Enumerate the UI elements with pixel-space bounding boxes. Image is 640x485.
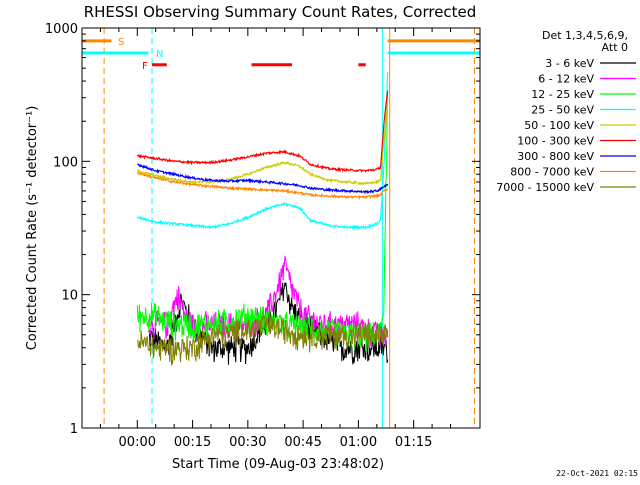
chart-title: RHESSI Observing Summary Count Rates, Co… xyxy=(84,3,477,21)
y-tick-label-0: 1 xyxy=(70,422,78,437)
x-tick-label-0: 00:00 xyxy=(119,435,156,450)
legend-label-3: 25 - 50 keV xyxy=(531,104,594,117)
vertical-lines-layer xyxy=(103,28,475,428)
legend-label-5: 100 - 300 keV xyxy=(517,135,594,148)
flag-label-2: F xyxy=(142,61,148,72)
series-layer xyxy=(136,71,389,366)
legend-label-2: 12 - 25 keV xyxy=(531,88,594,101)
series-line-7 xyxy=(136,171,389,200)
series-line-3 xyxy=(136,71,389,231)
y-tick-label-2: 100 xyxy=(53,155,78,170)
legend-label-4: 50 - 100 keV xyxy=(524,119,594,132)
legend-label-8: 7000 - 15000 keV xyxy=(496,181,594,194)
series-line-6 xyxy=(137,163,389,195)
legend-label-1: 6 - 12 keV xyxy=(538,73,594,86)
legend-label-7: 800 - 7000 keV xyxy=(510,166,594,179)
flag-label-1: N xyxy=(156,49,163,60)
y-tick-label-3: 1000 xyxy=(45,22,78,37)
axes-layer: 00:00 00:15 00:30 00:45 01:00 01:15 1 10 100 1000 xyxy=(45,22,480,450)
legend: Det 1,3,4,5,6,9,Att 0 3 - 6 keV 6 - 12 keV… xyxy=(496,29,636,194)
series-line-4 xyxy=(137,99,389,186)
series-line-8 xyxy=(137,312,389,366)
legend-label-0: 3 - 6 keV xyxy=(545,57,594,70)
x-tick-label-5: 01:15 xyxy=(395,435,432,450)
x-tick-label-3: 00:45 xyxy=(284,435,321,450)
series-line-2 xyxy=(136,92,389,352)
timestamp: 22-Oct-2021 02:15 xyxy=(556,469,638,478)
legend-header-1: Att 0 xyxy=(602,41,628,54)
y-axis-label: Corrected Count Rate (s⁻¹ detector⁻¹) xyxy=(25,106,40,351)
legend-label-6: 300 - 800 keV xyxy=(517,150,594,163)
flag-bars-layer: S NF xyxy=(82,37,480,72)
y-tick-label-1: 10 xyxy=(61,289,78,304)
plot-frame xyxy=(81,27,481,429)
legend-header-0: Det 1,3,4,5,6,9, xyxy=(542,29,628,42)
x-tick-label-2: 00:30 xyxy=(229,435,266,450)
x-tick-label-1: 00:15 xyxy=(174,435,211,450)
x-tick-label-4: 01:00 xyxy=(340,435,377,450)
series-line-5 xyxy=(136,90,389,173)
flag-label-0: S xyxy=(118,37,124,48)
x-axis-label: Start Time (09-Aug-03 23:48:02) xyxy=(172,457,384,472)
